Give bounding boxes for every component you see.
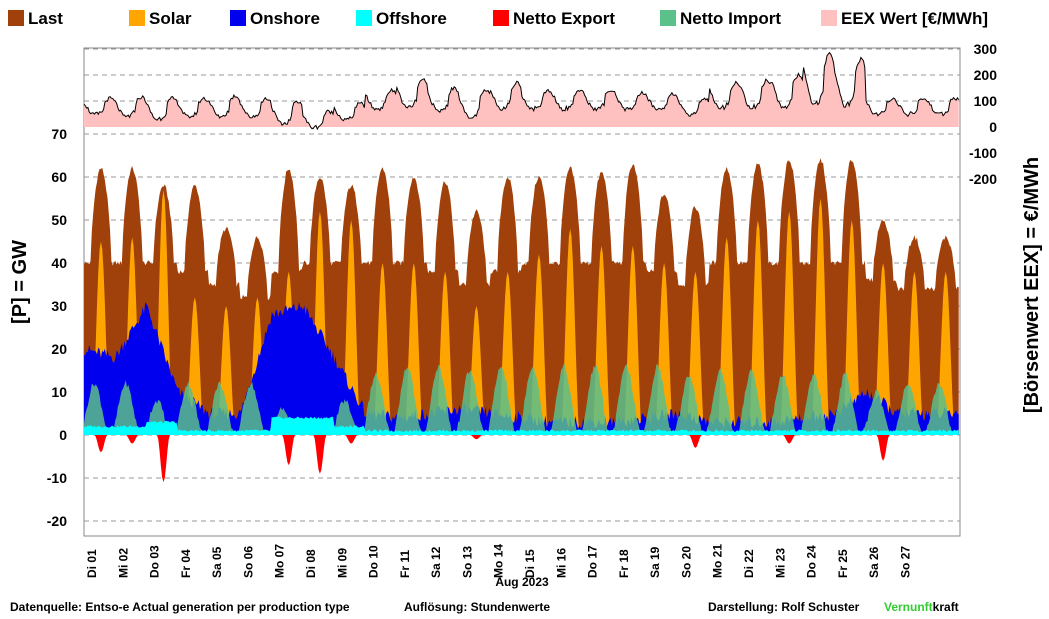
x-tick-label: Do 17: [586, 545, 600, 578]
series-eex-line: [83, 51, 960, 131]
y-right-tick: -100: [969, 145, 997, 161]
y-axis-right-title: [Börsenwert EEX] = €/MWh: [1021, 157, 1043, 413]
y-left-tick: 20: [51, 341, 67, 357]
series-solar: [84, 189, 959, 435]
legend-swatch: [660, 10, 676, 26]
x-tick-label: So 13: [460, 546, 474, 578]
y-left-tick: 70: [51, 126, 67, 142]
x-tick-label: So 20: [679, 546, 693, 578]
y-right-tick: 100: [974, 93, 998, 109]
legend-swatch: [821, 10, 837, 26]
x-tick-label: Mi 02: [116, 548, 130, 578]
legend-label: Netto Export: [513, 9, 615, 28]
y-left-tick: -10: [47, 470, 67, 486]
x-tick-label: Do 24: [805, 545, 819, 578]
x-tick-label: Mo 14: [492, 544, 506, 578]
footer-brand: Vernunftkraft: [884, 600, 959, 614]
series-eex-fill: [84, 52, 959, 130]
series-netto-import: [84, 364, 959, 435]
series-netto-export: [84, 435, 959, 483]
legend: Last Solar Onshore Offshore Netto Export Nett…: [8, 9, 988, 28]
eex-series: [83, 51, 960, 131]
brand-black: kraft: [932, 600, 959, 614]
x-tick-label: Mi 16: [554, 548, 568, 578]
x-tick-label: Fr 11: [398, 550, 412, 578]
x-tick-label: Sa 19: [648, 546, 662, 578]
y-left-tick: 60: [51, 169, 67, 185]
legend-label: EEX Wert [€/MWh]: [841, 9, 988, 28]
footer-source: Datenquelle: Entso-e Actual generation p…: [10, 600, 350, 614]
y-right-tick: 0: [989, 119, 997, 135]
series-offshore: [84, 416, 959, 435]
legend-swatch: [493, 10, 509, 26]
y-left-tick: 50: [51, 212, 67, 228]
legend-label: Solar: [149, 9, 192, 28]
x-tick-label: So 27: [898, 546, 912, 578]
y-left-tick: -20: [47, 513, 67, 529]
x-tick-label: Sa 05: [210, 546, 224, 578]
x-tick-label: Di 15: [523, 549, 537, 578]
y-axis-right: 300 200 100 0 -100 -200: [969, 41, 997, 187]
series-areas: [84, 158, 959, 483]
x-tick-label: Mo 21: [711, 544, 725, 578]
legend-label: Last: [28, 9, 63, 28]
x-tick-label: Sa 26: [867, 546, 881, 578]
x-tick-label: So 06: [241, 546, 255, 578]
footer-resolution: Auflösung: Stundenwerte: [404, 600, 550, 614]
y-axis-left: 70 60 50 40 30 20 10 0 -10 -20: [47, 126, 67, 529]
x-tick-label: Sa 12: [429, 546, 443, 578]
legend-swatch: [356, 10, 372, 26]
series-onshore: [84, 302, 959, 435]
y-right-tick: 300: [974, 41, 998, 57]
x-tick-label: Di 22: [742, 549, 756, 578]
legend-swatch: [129, 10, 145, 26]
x-tick-label: Fr 04: [179, 549, 193, 578]
x-axis-title: Aug 2023: [495, 575, 549, 589]
legend-label: Netto Import: [680, 9, 781, 28]
y-left-tick: 40: [51, 255, 67, 271]
x-tick-label: Do 03: [148, 545, 162, 578]
legend-label: Onshore: [250, 9, 320, 28]
x-tick-label: Fr 18: [617, 549, 631, 578]
legend-swatch: [8, 10, 24, 26]
x-tick-label: Di 01: [85, 549, 99, 578]
legend-label: Offshore: [376, 9, 447, 28]
y-axis-left-title: [P] = GW: [9, 240, 31, 324]
y-right-tick: -200: [969, 171, 997, 187]
x-axis: Di 01 Mi 02 Do 03 Fr 04 Sa 05 So 06 Mo 07 Di 08…: [85, 544, 912, 578]
footer-author: Darstellung: Rolf Schuster: [708, 600, 860, 614]
x-tick-label: Mi 23: [773, 548, 787, 578]
x-tick-label: Fr 25: [836, 549, 850, 578]
x-tick-label: Di 08: [304, 549, 318, 578]
y-left-tick: 10: [51, 384, 67, 400]
x-tick-label: Mi 09: [335, 548, 349, 578]
y-left-tick: 0: [59, 427, 67, 443]
brand-green: Vernunft: [884, 600, 933, 614]
y-left-tick: 30: [51, 298, 67, 314]
x-tick-label: Do 10: [367, 545, 381, 578]
legend-swatch: [230, 10, 246, 26]
y-right-tick: 200: [974, 67, 998, 83]
x-tick-label: Mo 07: [273, 544, 287, 578]
